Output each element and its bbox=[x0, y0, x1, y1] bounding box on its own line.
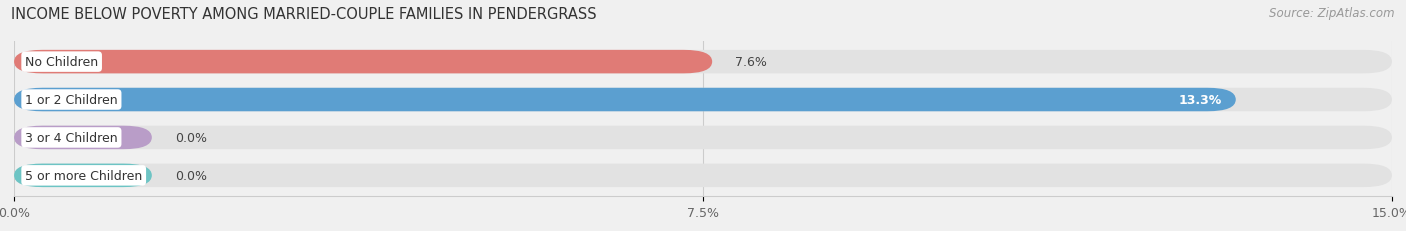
Text: No Children: No Children bbox=[25, 56, 98, 69]
Text: Source: ZipAtlas.com: Source: ZipAtlas.com bbox=[1270, 7, 1395, 20]
Text: 0.0%: 0.0% bbox=[174, 131, 207, 144]
Text: 3 or 4 Children: 3 or 4 Children bbox=[25, 131, 118, 144]
Text: 7.6%: 7.6% bbox=[735, 56, 768, 69]
Text: 1 or 2 Children: 1 or 2 Children bbox=[25, 94, 118, 106]
FancyBboxPatch shape bbox=[14, 51, 1392, 74]
Text: 0.0%: 0.0% bbox=[174, 169, 207, 182]
FancyBboxPatch shape bbox=[14, 88, 1392, 112]
FancyBboxPatch shape bbox=[14, 164, 1392, 187]
Text: INCOME BELOW POVERTY AMONG MARRIED-COUPLE FAMILIES IN PENDERGRASS: INCOME BELOW POVERTY AMONG MARRIED-COUPL… bbox=[11, 7, 598, 22]
FancyBboxPatch shape bbox=[14, 164, 152, 187]
FancyBboxPatch shape bbox=[14, 51, 713, 74]
Text: 13.3%: 13.3% bbox=[1178, 94, 1222, 106]
FancyBboxPatch shape bbox=[14, 126, 152, 149]
FancyBboxPatch shape bbox=[14, 126, 1392, 149]
FancyBboxPatch shape bbox=[14, 88, 1236, 112]
Text: 5 or more Children: 5 or more Children bbox=[25, 169, 142, 182]
